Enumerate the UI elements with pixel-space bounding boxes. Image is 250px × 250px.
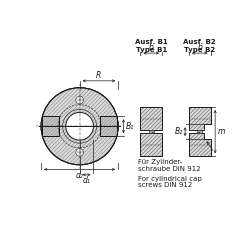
Text: Für Zylinder-: Für Zylinder-: [138, 159, 182, 165]
Circle shape: [41, 88, 118, 165]
Polygon shape: [100, 116, 117, 136]
Text: For cylindrical cap: For cylindrical cap: [138, 176, 202, 182]
Circle shape: [76, 148, 84, 156]
Text: d₁: d₁: [82, 176, 90, 185]
Circle shape: [66, 112, 94, 140]
Text: m: m: [218, 127, 225, 136]
Polygon shape: [42, 116, 59, 136]
Text: b: b: [149, 43, 154, 52]
Bar: [197, 130, 202, 133]
Text: B₁: B₁: [126, 122, 134, 131]
Text: b: b: [197, 43, 202, 52]
Circle shape: [76, 96, 84, 104]
Circle shape: [41, 88, 118, 165]
Text: R: R: [96, 71, 102, 80]
Text: d₂: d₂: [76, 170, 84, 179]
Text: B₂: B₂: [174, 127, 183, 136]
Polygon shape: [140, 107, 162, 130]
Text: Ausf. B2
Type B2: Ausf. B2 Type B2: [184, 39, 216, 53]
Polygon shape: [189, 107, 210, 130]
Bar: [148, 130, 154, 133]
Polygon shape: [140, 133, 162, 156]
Text: screws DIN 912: screws DIN 912: [138, 182, 192, 188]
Text: Ausf. B1
Type B1: Ausf. B1 Type B1: [135, 39, 168, 53]
Text: schraube DIN 912: schraube DIN 912: [138, 166, 201, 172]
Polygon shape: [189, 133, 210, 156]
Circle shape: [41, 88, 118, 165]
